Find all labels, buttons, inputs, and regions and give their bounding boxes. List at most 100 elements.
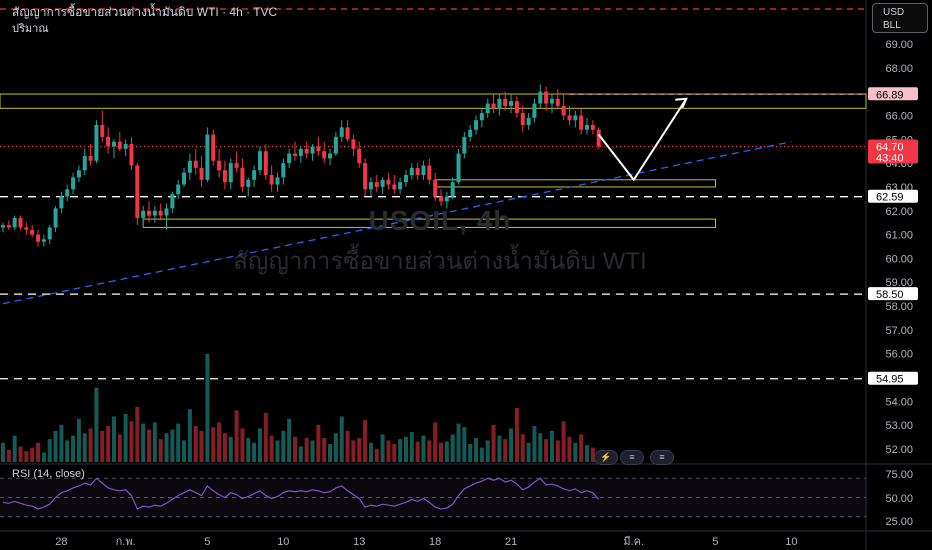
price-tick-label: 60.00 <box>885 253 913 265</box>
volume-bar <box>147 429 151 462</box>
volume-bar <box>293 436 297 462</box>
candle <box>345 127 350 140</box>
price-tick-label: 54.00 <box>885 396 913 408</box>
candle <box>509 101 514 106</box>
volume-bar <box>333 433 338 462</box>
price-tick-label: 57.00 <box>885 325 913 337</box>
watermark-symbol: USOIL, 4h <box>368 205 512 236</box>
rsi-label[interactable]: RSI (14, close) <box>12 468 85 480</box>
candle <box>579 115 584 130</box>
volume-bar <box>117 434 122 462</box>
volume-bar <box>479 447 484 462</box>
volume-bar <box>164 433 169 462</box>
volume-bar <box>415 441 420 462</box>
volume-bar <box>322 438 327 462</box>
currency-unit-button[interactable]: USD BLL <box>872 3 928 33</box>
volume-bar <box>398 439 403 462</box>
trendline <box>2 141 792 305</box>
candle <box>456 153 461 183</box>
candle <box>293 153 297 156</box>
candle <box>532 103 537 118</box>
time-tick-label: มี.ค. <box>623 535 644 548</box>
symbol-title[interactable]: สัญญาการซื้อขายส่วนต่างน้ำมันดิบ WTI · 4… <box>12 5 278 19</box>
volume-bar <box>380 434 385 462</box>
candle <box>205 134 210 180</box>
volume-bar <box>433 422 438 462</box>
symbol-watermark: USOIL, 4h สัญญาการซื้อขายส่วนต่างน้ำมันด… <box>100 205 780 280</box>
time-tick-label: 10 <box>277 536 289 548</box>
candle <box>211 134 216 161</box>
candle <box>386 179 391 185</box>
candle <box>316 146 321 152</box>
time-tick-label: 28 <box>55 536 67 548</box>
lightning-event-icon[interactable]: ⚡ <box>594 450 618 465</box>
volume-bar <box>514 408 519 462</box>
candle <box>240 167 245 187</box>
candle <box>263 151 268 176</box>
volume-bar <box>573 442 578 462</box>
volume-bar <box>41 452 46 462</box>
candle <box>474 120 479 130</box>
candle <box>462 136 467 154</box>
volume-bar <box>129 421 134 462</box>
volume-bar <box>12 435 17 462</box>
price-tick-label: 66.00 <box>885 110 913 122</box>
volume-bar <box>561 421 566 462</box>
candle <box>596 129 601 147</box>
candle <box>129 144 134 166</box>
volume-bar <box>36 442 41 462</box>
candle <box>141 210 146 218</box>
high-price-label-box <box>868 87 918 101</box>
high-price-label: 66.89 <box>876 89 904 101</box>
volume-bar <box>281 430 286 462</box>
volume-bar <box>217 422 222 462</box>
candle <box>257 151 262 171</box>
watermark-name: สัญญาการซื้อขายส่วนต่างน้ำมันดิบ WTI <box>233 248 647 275</box>
level-price-label-box <box>868 287 918 301</box>
us-flag-event-icon[interactable]: ≡ <box>620 450 644 465</box>
candle <box>41 239 46 242</box>
candle <box>217 160 222 171</box>
candle <box>176 184 181 195</box>
volume-bar <box>567 436 572 462</box>
volume-bar <box>485 440 490 462</box>
candle <box>450 182 455 197</box>
volume-bar <box>497 435 502 462</box>
volume-bar <box>211 427 216 462</box>
volume-bar <box>526 442 531 462</box>
candle <box>427 165 432 180</box>
candle <box>170 194 175 209</box>
candle <box>12 217 17 228</box>
candle <box>65 189 70 197</box>
volume-bar <box>339 416 344 462</box>
volume-bar <box>205 354 210 462</box>
candle <box>193 160 198 168</box>
candle <box>567 115 572 121</box>
volume-bar <box>222 433 227 462</box>
volume-bar <box>170 429 175 462</box>
candle <box>287 153 292 164</box>
volume-bar <box>474 438 479 462</box>
candle <box>549 98 554 104</box>
volume-bar <box>269 435 274 462</box>
candle <box>514 101 519 114</box>
candle <box>573 115 578 121</box>
volume-bar <box>18 446 23 462</box>
volume-bar <box>252 442 257 462</box>
candle <box>76 170 81 178</box>
volume-bar <box>421 435 426 462</box>
candle <box>158 210 163 216</box>
price-tick-label: 69.00 <box>885 39 913 51</box>
level-price-label-box <box>868 371 918 385</box>
candle <box>152 210 157 216</box>
volume-bar <box>59 424 64 462</box>
volume-bar <box>111 416 116 462</box>
volume-bar <box>193 426 198 462</box>
candle <box>234 163 239 168</box>
candle <box>439 196 443 202</box>
candle <box>544 91 549 104</box>
candle <box>409 167 414 176</box>
candle <box>433 179 438 197</box>
us-flag-event-icon-2[interactable]: ≡ <box>650 450 674 465</box>
